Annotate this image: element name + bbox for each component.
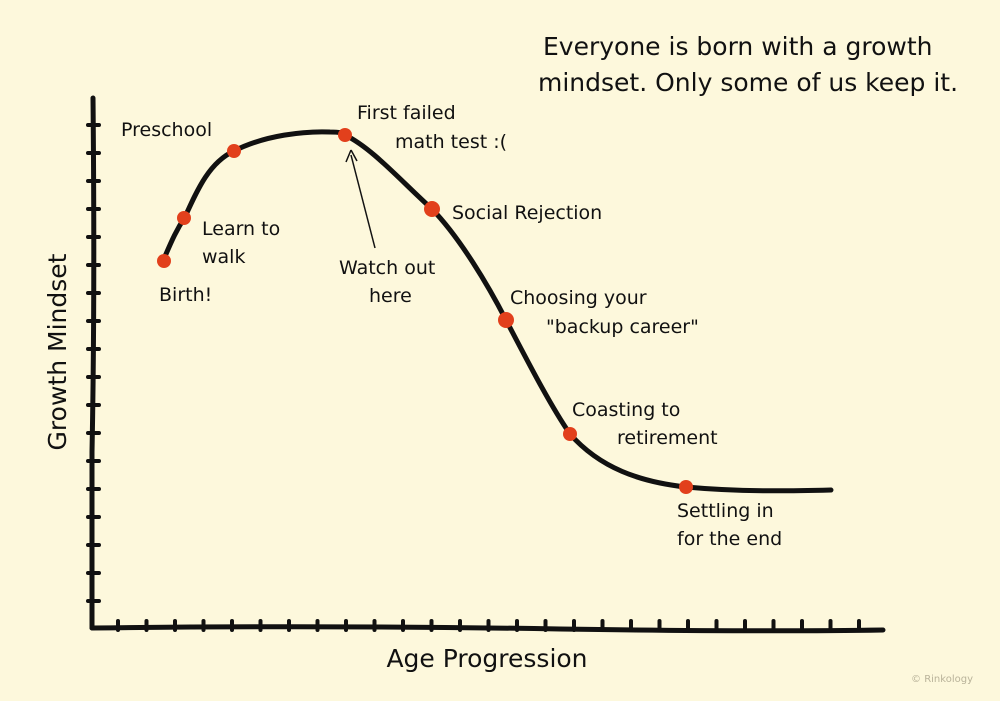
x-axis-line: [89, 624, 886, 634]
x-axis-ticks: [116, 619, 861, 632]
annotation-line-1: Watch out: [339, 257, 435, 279]
label-backup-career-line-2: "backup career": [546, 316, 699, 338]
label-first-failed-line-2: math test :(: [395, 131, 507, 153]
marker-preschool: [227, 144, 241, 158]
label-settling-line-1: Settling in: [677, 500, 774, 522]
y-axis-ticks: [86, 123, 101, 603]
marker-backup-career: [498, 312, 514, 328]
axes: [86, 95, 886, 634]
label-learn-to-walk-line-2: walk: [202, 246, 245, 268]
marker-coasting: [563, 427, 577, 441]
label-settling-line-2: for the end: [677, 528, 782, 550]
marker-learn-to-walk: [177, 211, 191, 225]
growth-curve: [160, 129, 834, 494]
credit-watermark: © Rinkology: [911, 674, 973, 685]
label-coasting-line-2: retirement: [617, 427, 718, 449]
label-coasting-line-1: Coasting to: [572, 399, 680, 421]
chart-title-line-1: Everyone is born with a growth: [543, 32, 932, 61]
annotation-arrow: [345, 149, 376, 249]
marker-social-rejection: [424, 201, 440, 217]
milestone-markers: [157, 128, 693, 494]
label-backup-career-line-1: Choosing your: [510, 287, 647, 309]
marker-first-failed-math-test: [338, 128, 352, 142]
marker-birth: [157, 254, 171, 268]
x-axis-label: Age Progression: [386, 644, 587, 673]
chart-title-line-2: mindset. Only some of us keep it.: [538, 68, 958, 97]
label-learn-to-walk-line-1: Learn to: [202, 218, 280, 240]
label-preschool: Preschool: [121, 119, 212, 141]
label-first-failed-line-1: First failed: [357, 102, 456, 124]
label-birth: Birth!: [159, 284, 212, 306]
label-social-rejection: Social Rejection: [452, 202, 602, 224]
annotation-line-2: here: [369, 285, 412, 307]
y-axis-label: Growth Mindset: [43, 253, 72, 450]
y-axis-line: [89, 95, 97, 631]
marker-settling-in: [679, 480, 693, 494]
